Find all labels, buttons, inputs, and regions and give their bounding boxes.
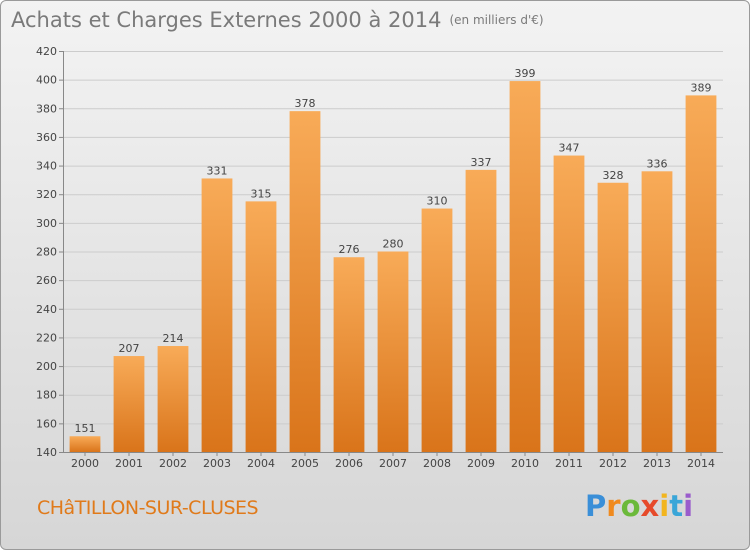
y-tick-label: 320 bbox=[36, 188, 57, 201]
y-tick-label: 420 bbox=[36, 45, 57, 58]
bar bbox=[113, 356, 145, 452]
bar bbox=[685, 95, 717, 453]
x-tick-label: 2000 bbox=[71, 457, 99, 470]
data-label: 336 bbox=[647, 157, 668, 170]
data-label: 378 bbox=[295, 97, 316, 110]
x-tick-label: 2001 bbox=[115, 457, 143, 470]
x-tick-label: 2010 bbox=[511, 457, 539, 470]
data-label: 207 bbox=[119, 342, 140, 355]
proxiti-logo: Proxiti bbox=[585, 489, 693, 523]
data-label: 337 bbox=[471, 156, 492, 169]
x-tick-label: 2002 bbox=[159, 457, 187, 470]
data-label: 276 bbox=[339, 243, 360, 256]
data-label: 328 bbox=[603, 169, 624, 182]
y-tick-label: 160 bbox=[36, 417, 57, 430]
x-tick-label: 2006 bbox=[335, 457, 363, 470]
logo-letter: t bbox=[669, 489, 684, 523]
logo-letter: x bbox=[640, 489, 660, 523]
y-tick-label: 240 bbox=[36, 303, 57, 316]
data-label: 214 bbox=[163, 332, 184, 345]
bars bbox=[69, 81, 717, 453]
logo-letter: P bbox=[585, 489, 607, 523]
data-label: 331 bbox=[207, 164, 228, 177]
y-tick-label: 180 bbox=[36, 389, 57, 402]
chart-subtitle: (en milliers d'€) bbox=[449, 13, 544, 27]
logo-letter: r bbox=[606, 489, 621, 523]
bar bbox=[597, 182, 629, 452]
logo-letter: i bbox=[659, 489, 670, 523]
x-tick-label: 2012 bbox=[599, 457, 627, 470]
y-tick-label: 300 bbox=[36, 217, 57, 230]
bar bbox=[157, 346, 189, 452]
data-label: 399 bbox=[515, 67, 536, 80]
bar bbox=[421, 208, 453, 452]
y-tick-label: 140 bbox=[36, 446, 57, 459]
data-label: 151 bbox=[75, 422, 96, 435]
x-tick-label: 2004 bbox=[247, 457, 275, 470]
y-tick-label: 200 bbox=[36, 360, 57, 373]
bar bbox=[69, 436, 101, 452]
bar bbox=[333, 257, 365, 452]
x-tick-label: 2009 bbox=[467, 457, 495, 470]
y-tick-label: 260 bbox=[36, 274, 57, 287]
y-tick-label: 220 bbox=[36, 331, 57, 344]
commune-name: CHâTILLON-SUR-CLUSES bbox=[37, 497, 259, 519]
x-tick-label: 2003 bbox=[203, 457, 231, 470]
data-label: 389 bbox=[691, 81, 712, 94]
bar bbox=[289, 111, 321, 453]
y-tick-label: 340 bbox=[36, 160, 57, 173]
x-tick-label: 2005 bbox=[291, 457, 319, 470]
bar bbox=[245, 201, 277, 452]
chart-title-text: Achats et Charges Externes 2000 à 2014 bbox=[11, 8, 442, 32]
y-tick-label: 360 bbox=[36, 131, 57, 144]
x-tick-label: 2014 bbox=[687, 457, 715, 470]
x-tick-label: 2008 bbox=[423, 457, 451, 470]
bar bbox=[201, 178, 233, 453]
chart-title: Achats et Charges Externes 2000 à 2014 (e… bbox=[11, 8, 544, 32]
y-tick-label: 380 bbox=[36, 102, 57, 115]
logo-letter: i bbox=[683, 489, 694, 523]
y-tick-label: 280 bbox=[36, 246, 57, 259]
logo-letter: o bbox=[620, 489, 641, 523]
data-label: 280 bbox=[383, 238, 404, 251]
data-label: 310 bbox=[427, 195, 448, 208]
bar bbox=[553, 155, 585, 452]
data-label: 347 bbox=[559, 142, 580, 155]
bar bbox=[465, 169, 497, 452]
bar bbox=[641, 171, 673, 453]
x-tick-label: 2011 bbox=[555, 457, 583, 470]
bar bbox=[509, 81, 541, 452]
y-tick-label: 400 bbox=[36, 74, 57, 87]
x-tick-label: 2013 bbox=[643, 457, 671, 470]
x-tick-label: 2007 bbox=[379, 457, 407, 470]
data-label: 315 bbox=[251, 187, 272, 200]
axes: 140 160 180 200 220 240 260 280 300 320 340 360 380 4… bbox=[36, 45, 723, 470]
labels: 151 207 214 331 315 378 276 280 310 337 399 347 328 3… bbox=[75, 67, 712, 435]
bar bbox=[377, 251, 409, 452]
